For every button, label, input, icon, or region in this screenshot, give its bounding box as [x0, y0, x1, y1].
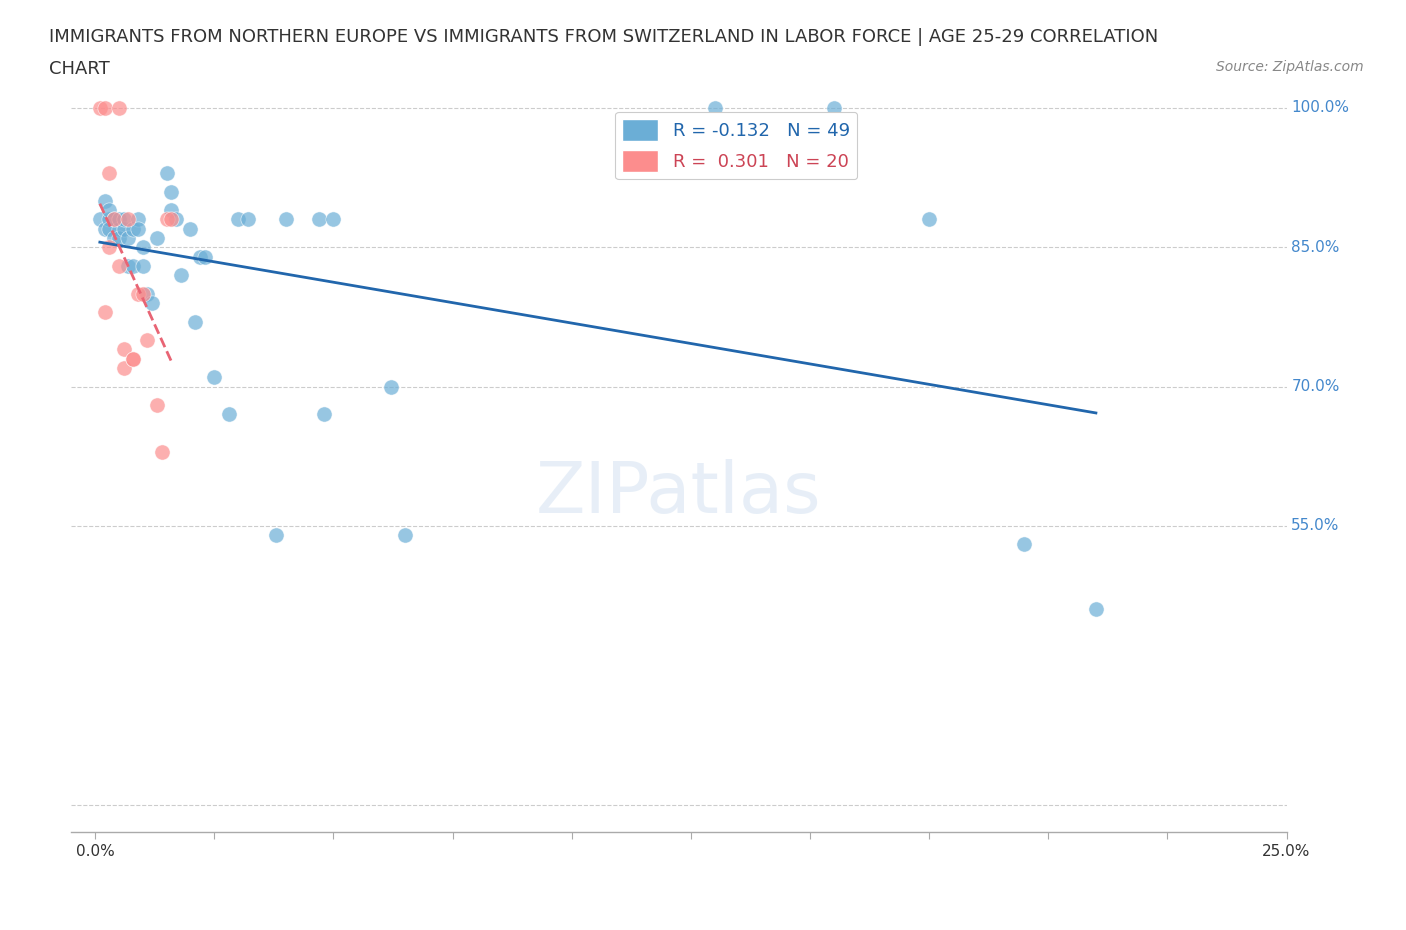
- Immigrants from Northern Europe: [165, 212, 187, 227]
- Immigrants from Northern Europe: [98, 221, 121, 236]
- Immigrants from Northern Europe: [274, 212, 297, 227]
- Immigrants from Northern Europe: [89, 212, 111, 227]
- Immigrants from Switzerland: [108, 259, 131, 273]
- Immigrants from Switzerland: [127, 286, 149, 301]
- Immigrants from Northern Europe: [98, 212, 121, 227]
- Immigrants from Switzerland: [112, 342, 135, 357]
- Immigrants from Northern Europe: [322, 212, 344, 227]
- Immigrants from Switzerland: [112, 361, 135, 376]
- Immigrants from Northern Europe: [112, 221, 135, 236]
- Text: 100.0%: 100.0%: [1291, 100, 1350, 115]
- Immigrants from Northern Europe: [202, 370, 225, 385]
- Immigrants from Northern Europe: [170, 268, 193, 283]
- Text: 85.0%: 85.0%: [1291, 240, 1340, 255]
- Immigrants from Northern Europe: [160, 184, 183, 199]
- Immigrants from Switzerland: [98, 240, 121, 255]
- Immigrants from Northern Europe: [117, 231, 139, 246]
- Text: 55.0%: 55.0%: [1291, 518, 1340, 534]
- Immigrants from Northern Europe: [103, 212, 125, 227]
- Immigrants from Northern Europe: [155, 166, 177, 180]
- Immigrants from Northern Europe: [823, 100, 845, 115]
- Immigrants from Switzerland: [117, 212, 139, 227]
- Immigrants from Switzerland: [89, 100, 111, 115]
- Immigrants from Switzerland: [93, 100, 115, 115]
- Immigrants from Switzerland: [155, 212, 177, 227]
- Immigrants from Northern Europe: [141, 296, 163, 311]
- Immigrants from Switzerland: [93, 305, 115, 320]
- Text: CHART: CHART: [49, 60, 110, 78]
- Immigrants from Switzerland: [132, 286, 155, 301]
- Immigrants from Northern Europe: [108, 212, 131, 227]
- Immigrants from Northern Europe: [264, 527, 287, 542]
- Immigrants from Northern Europe: [93, 193, 115, 208]
- Immigrants from Northern Europe: [394, 527, 416, 542]
- Immigrants from Northern Europe: [127, 212, 149, 227]
- Immigrants from Northern Europe: [236, 212, 259, 227]
- Immigrants from Northern Europe: [112, 212, 135, 227]
- Immigrants from Northern Europe: [160, 203, 183, 218]
- Immigrants from Northern Europe: [179, 221, 201, 236]
- Text: IMMIGRANTS FROM NORTHERN EUROPE VS IMMIGRANTS FROM SWITZERLAND IN LABOR FORCE | : IMMIGRANTS FROM NORTHERN EUROPE VS IMMIG…: [49, 28, 1159, 46]
- Immigrants from Northern Europe: [117, 259, 139, 273]
- Immigrants from Northern Europe: [380, 379, 402, 394]
- Immigrants from Switzerland: [136, 333, 159, 348]
- Legend: R = -0.132   N = 49, R =  0.301   N = 20: R = -0.132 N = 49, R = 0.301 N = 20: [614, 112, 858, 179]
- Immigrants from Northern Europe: [98, 203, 121, 218]
- Immigrants from Northern Europe: [122, 259, 145, 273]
- Immigrants from Switzerland: [122, 352, 145, 366]
- Immigrants from Northern Europe: [127, 221, 149, 236]
- Immigrants from Northern Europe: [218, 407, 240, 422]
- Immigrants from Northern Europe: [703, 100, 725, 115]
- Immigrants from Switzerland: [160, 212, 183, 227]
- Immigrants from Northern Europe: [108, 221, 131, 236]
- Immigrants from Northern Europe: [194, 249, 217, 264]
- Immigrants from Northern Europe: [226, 212, 249, 227]
- Immigrants from Northern Europe: [146, 231, 169, 246]
- Immigrants from Northern Europe: [122, 221, 145, 236]
- Text: Source: ZipAtlas.com: Source: ZipAtlas.com: [1216, 60, 1364, 74]
- Immigrants from Northern Europe: [132, 259, 155, 273]
- Text: ZIPatlas: ZIPatlas: [536, 459, 821, 528]
- Immigrants from Northern Europe: [184, 314, 207, 329]
- Immigrants from Northern Europe: [1084, 602, 1107, 617]
- Immigrants from Northern Europe: [918, 212, 941, 227]
- Immigrants from Northern Europe: [1014, 537, 1036, 551]
- Immigrants from Northern Europe: [103, 231, 125, 246]
- Text: 70.0%: 70.0%: [1291, 379, 1340, 394]
- Immigrants from Northern Europe: [93, 221, 115, 236]
- Immigrants from Northern Europe: [108, 231, 131, 246]
- Immigrants from Switzerland: [108, 100, 131, 115]
- Immigrants from Switzerland: [98, 166, 121, 180]
- Immigrants from Switzerland: [103, 212, 125, 227]
- Immigrants from Northern Europe: [132, 240, 155, 255]
- Immigrants from Switzerland: [146, 398, 169, 413]
- Immigrants from Northern Europe: [188, 249, 211, 264]
- Immigrants from Northern Europe: [308, 212, 330, 227]
- Immigrants from Switzerland: [150, 445, 173, 459]
- Immigrants from Northern Europe: [312, 407, 335, 422]
- Immigrants from Northern Europe: [136, 286, 159, 301]
- Immigrants from Switzerland: [122, 352, 145, 366]
